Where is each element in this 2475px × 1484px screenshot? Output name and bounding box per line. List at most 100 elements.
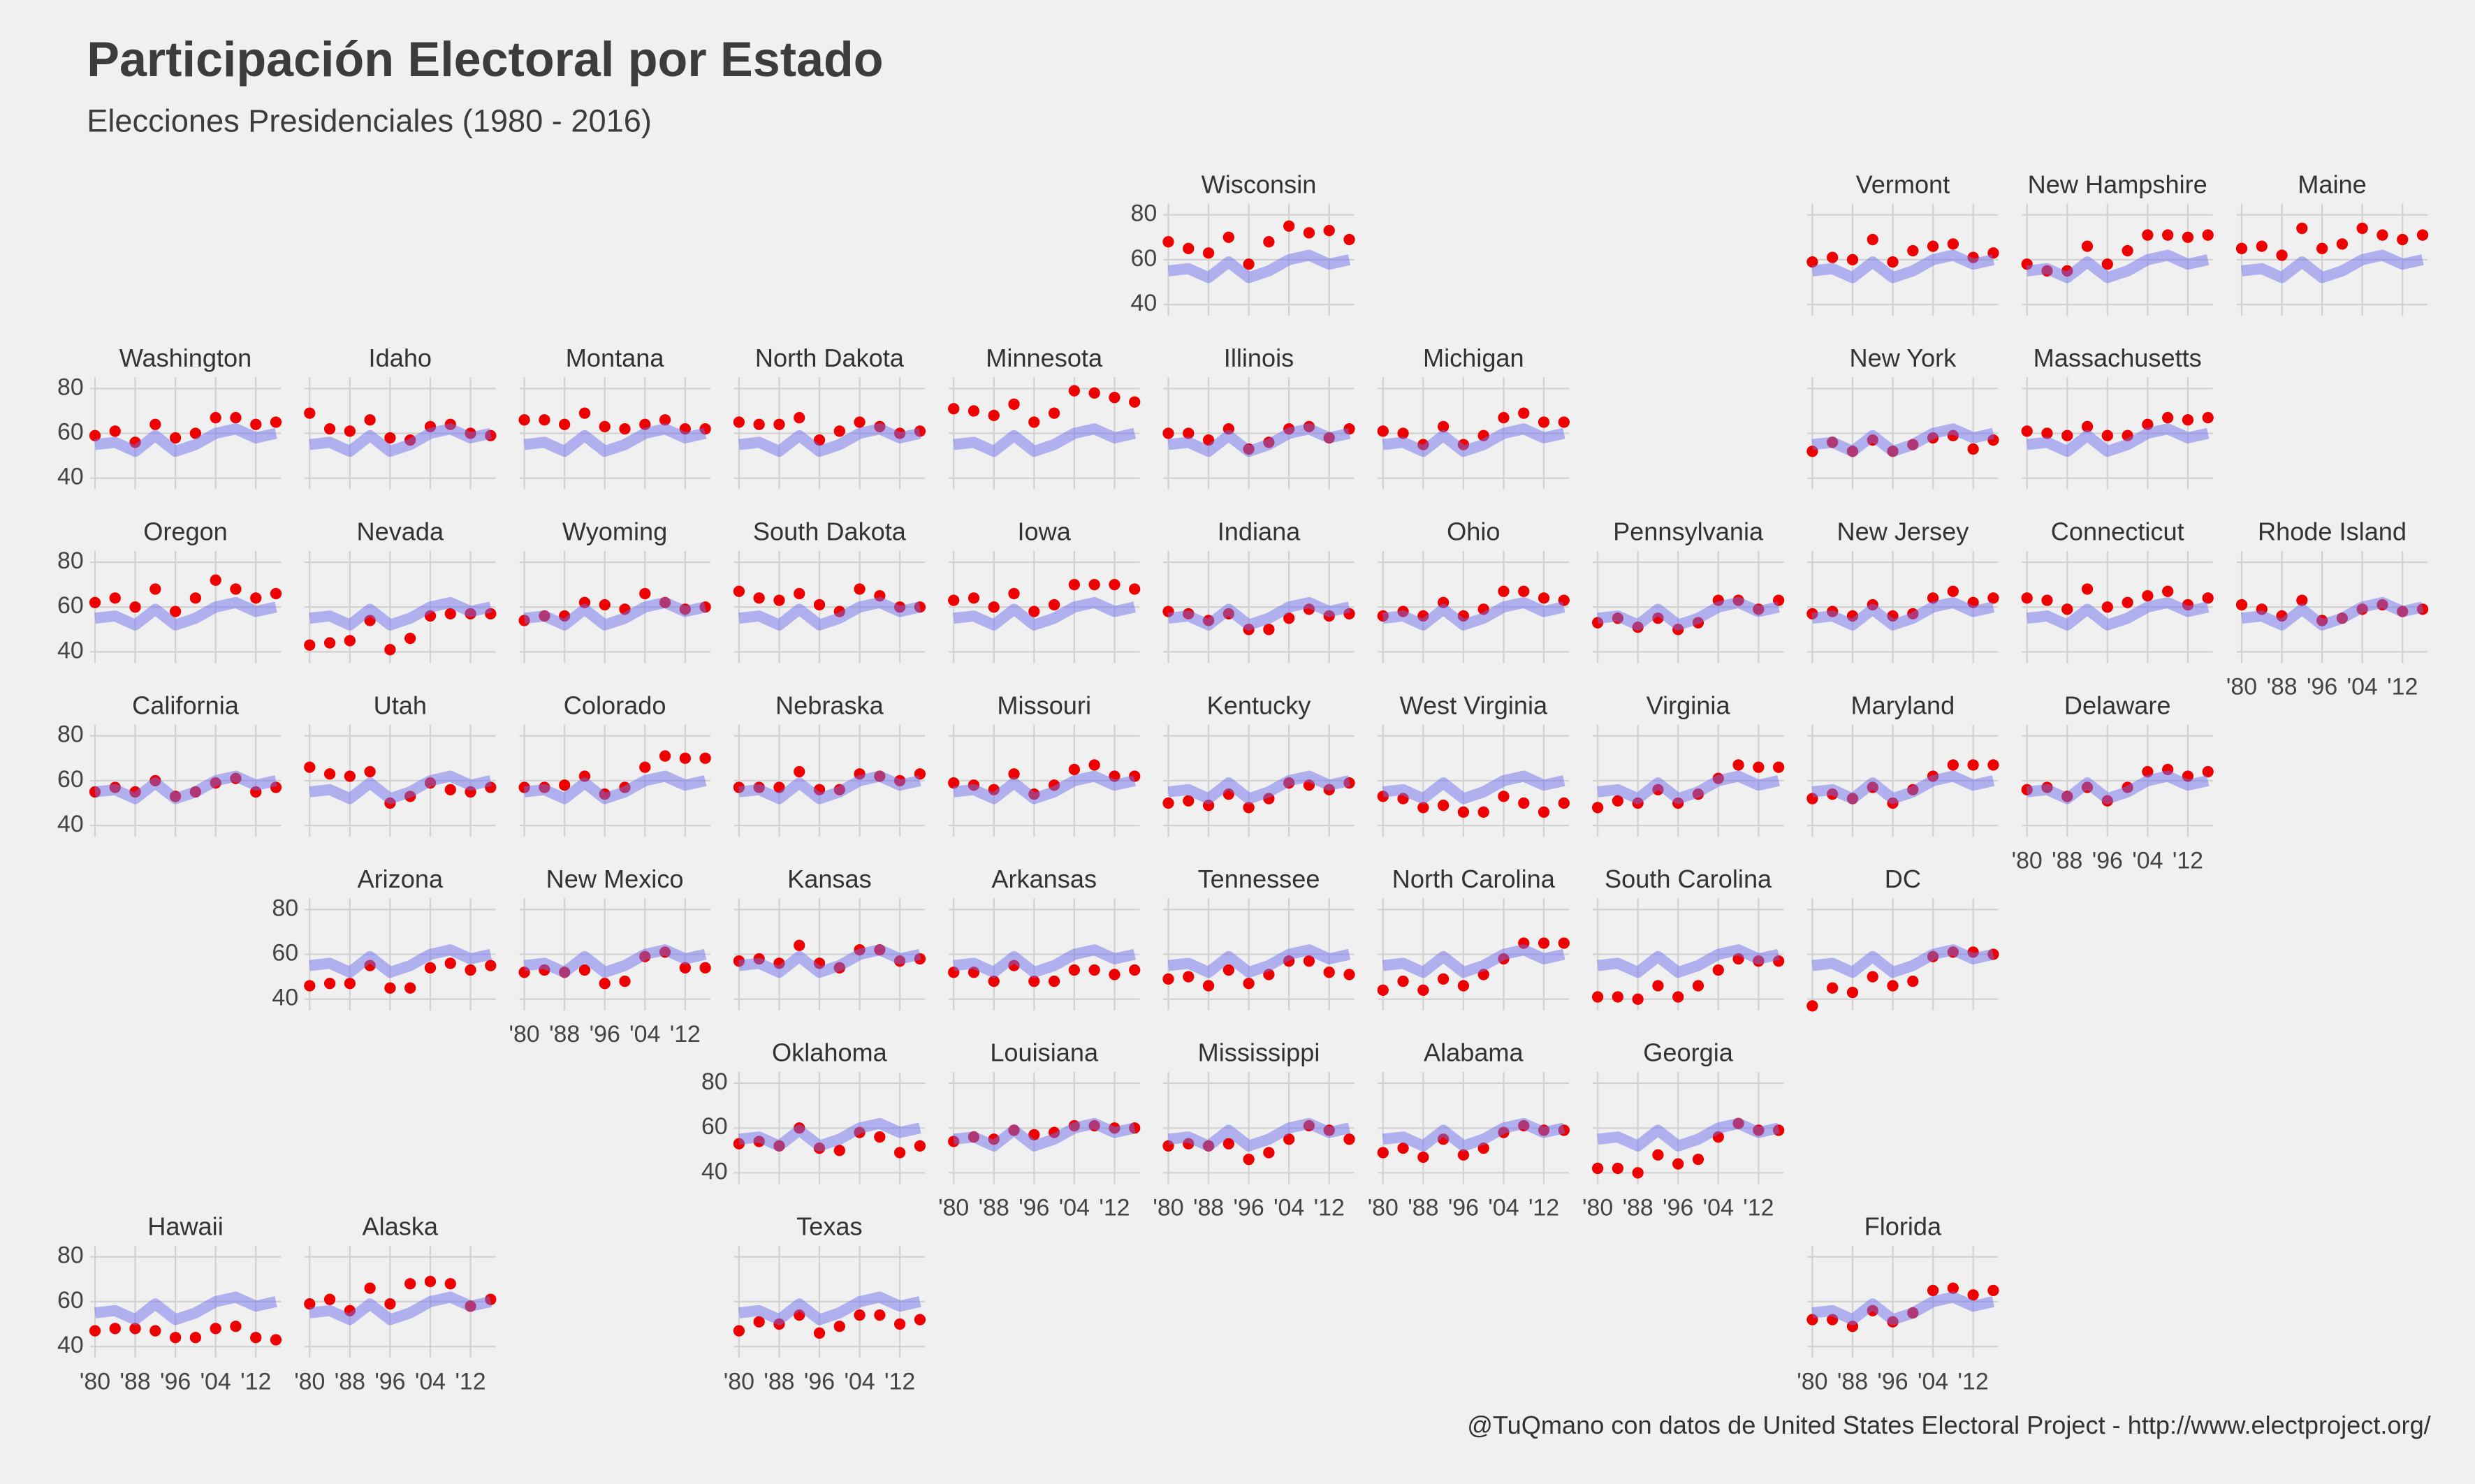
state-point: [1068, 385, 1081, 397]
state-point: [1068, 578, 1081, 591]
x-tick-label: '12: [1743, 1195, 1774, 1221]
state-point: [344, 425, 356, 437]
state-point: [794, 765, 805, 778]
state-point: [1162, 973, 1174, 985]
state-point: [2101, 258, 2113, 270]
x-tick-label: '12: [2173, 847, 2203, 874]
state-point: [1048, 975, 1060, 987]
strip-title: Minnesota: [986, 344, 1103, 372]
state-point: [813, 1327, 826, 1339]
state-point: [1806, 1000, 1818, 1012]
strip-title: Texas: [796, 1212, 862, 1240]
state-point: [2377, 229, 2388, 241]
strip-title: New York: [1850, 344, 1957, 372]
state-point: [2122, 596, 2133, 608]
y-tick-label: 60: [57, 766, 84, 793]
national-line: [523, 596, 707, 631]
y-tick-label: 80: [701, 1068, 728, 1095]
state-point: [1477, 806, 1489, 818]
y-tick-label: 40: [57, 637, 84, 663]
state-point: [344, 978, 356, 990]
state-point: [210, 411, 221, 424]
y-tick-label: 40: [272, 985, 298, 1011]
national-line: [1811, 770, 1995, 805]
state-point: [270, 1334, 282, 1346]
state-point: [1457, 806, 1470, 818]
state-point: [1088, 759, 1100, 771]
chart-subtitle: Elecciones Presidenciales (1980 - 2016): [87, 103, 652, 138]
x-tick-label: '88: [1837, 1368, 1868, 1395]
x-tick-label: '04: [1918, 1368, 1948, 1395]
state-point: [639, 761, 651, 773]
state-point: [1008, 768, 1020, 780]
state-point: [1538, 592, 1550, 604]
state-point: [1162, 236, 1174, 248]
state-point: [753, 592, 765, 604]
state-point: [1162, 797, 1174, 809]
x-tick-label: '12: [884, 1368, 915, 1395]
state-point: [1438, 420, 1450, 433]
state-point: [2296, 594, 2308, 606]
strip-title: Arkansas: [991, 865, 1097, 893]
state-point: [733, 585, 745, 597]
state-point: [1438, 800, 1450, 811]
x-tick-label: '96: [2092, 847, 2123, 874]
national-line: [1167, 423, 1351, 457]
state-point: [1008, 587, 1020, 600]
state-point: [1591, 1162, 1604, 1175]
x-tick-label: '80: [2226, 674, 2257, 700]
state-point: [2397, 233, 2409, 246]
state-point: [1183, 242, 1195, 254]
state-point: [1377, 425, 1389, 437]
state-point: [893, 1147, 906, 1159]
state-point: [1263, 624, 1275, 636]
state-point: [1947, 1282, 1959, 1294]
national-line: [309, 596, 492, 631]
y-tick-label: 80: [57, 721, 84, 748]
national-line: [953, 944, 1136, 978]
x-tick-label: '96: [1877, 1368, 1908, 1395]
x-tick-label: '96: [374, 1368, 405, 1395]
x-tick-label: '04: [415, 1368, 446, 1395]
x-tick-label: '88: [1193, 1195, 1224, 1221]
state-point: [1202, 980, 1215, 992]
strip-title: West Virginia: [1399, 691, 1548, 719]
state-point: [1947, 759, 1959, 771]
state-point: [2101, 429, 2113, 441]
national-line: [523, 944, 707, 978]
x-tick-label: '80: [1153, 1195, 1183, 1221]
state-point: [2021, 425, 2033, 437]
x-tick-label: '96: [1448, 1195, 1479, 1221]
state-point: [1967, 1289, 1979, 1301]
x-tick-label: '96: [1019, 1195, 1049, 1221]
state-point: [1417, 802, 1429, 814]
strip-title: Virginia: [1647, 691, 1731, 719]
state-point: [304, 1298, 316, 1310]
state-point: [189, 592, 202, 604]
x-tick-label: '88: [335, 1368, 365, 1395]
state-point: [2336, 238, 2349, 250]
state-point: [914, 1140, 926, 1152]
state-point: [1632, 993, 1644, 1005]
strip-title: Maine: [2298, 170, 2366, 198]
state-point: [2202, 765, 2214, 778]
chart-title: Participación Electoral por Estado: [87, 32, 883, 87]
x-tick-label: '04: [844, 1368, 875, 1395]
national-line: [1597, 596, 1780, 631]
strip-title: Colorado: [564, 691, 666, 719]
strip-title: Wyoming: [562, 517, 667, 546]
state-point: [1377, 1147, 1389, 1159]
state-point: [1518, 797, 1530, 809]
state-point: [1518, 407, 1530, 419]
state-point: [1048, 407, 1060, 419]
state-point: [1263, 1147, 1275, 1159]
national-line: [1167, 1117, 1351, 1152]
state-point: [1183, 971, 1195, 983]
state-point: [679, 752, 691, 764]
national-line: [738, 596, 921, 631]
state-point: [1947, 238, 1959, 250]
state-point: [753, 1316, 765, 1328]
x-tick-label: '04: [629, 1021, 660, 1048]
state-point: [1967, 759, 1979, 771]
